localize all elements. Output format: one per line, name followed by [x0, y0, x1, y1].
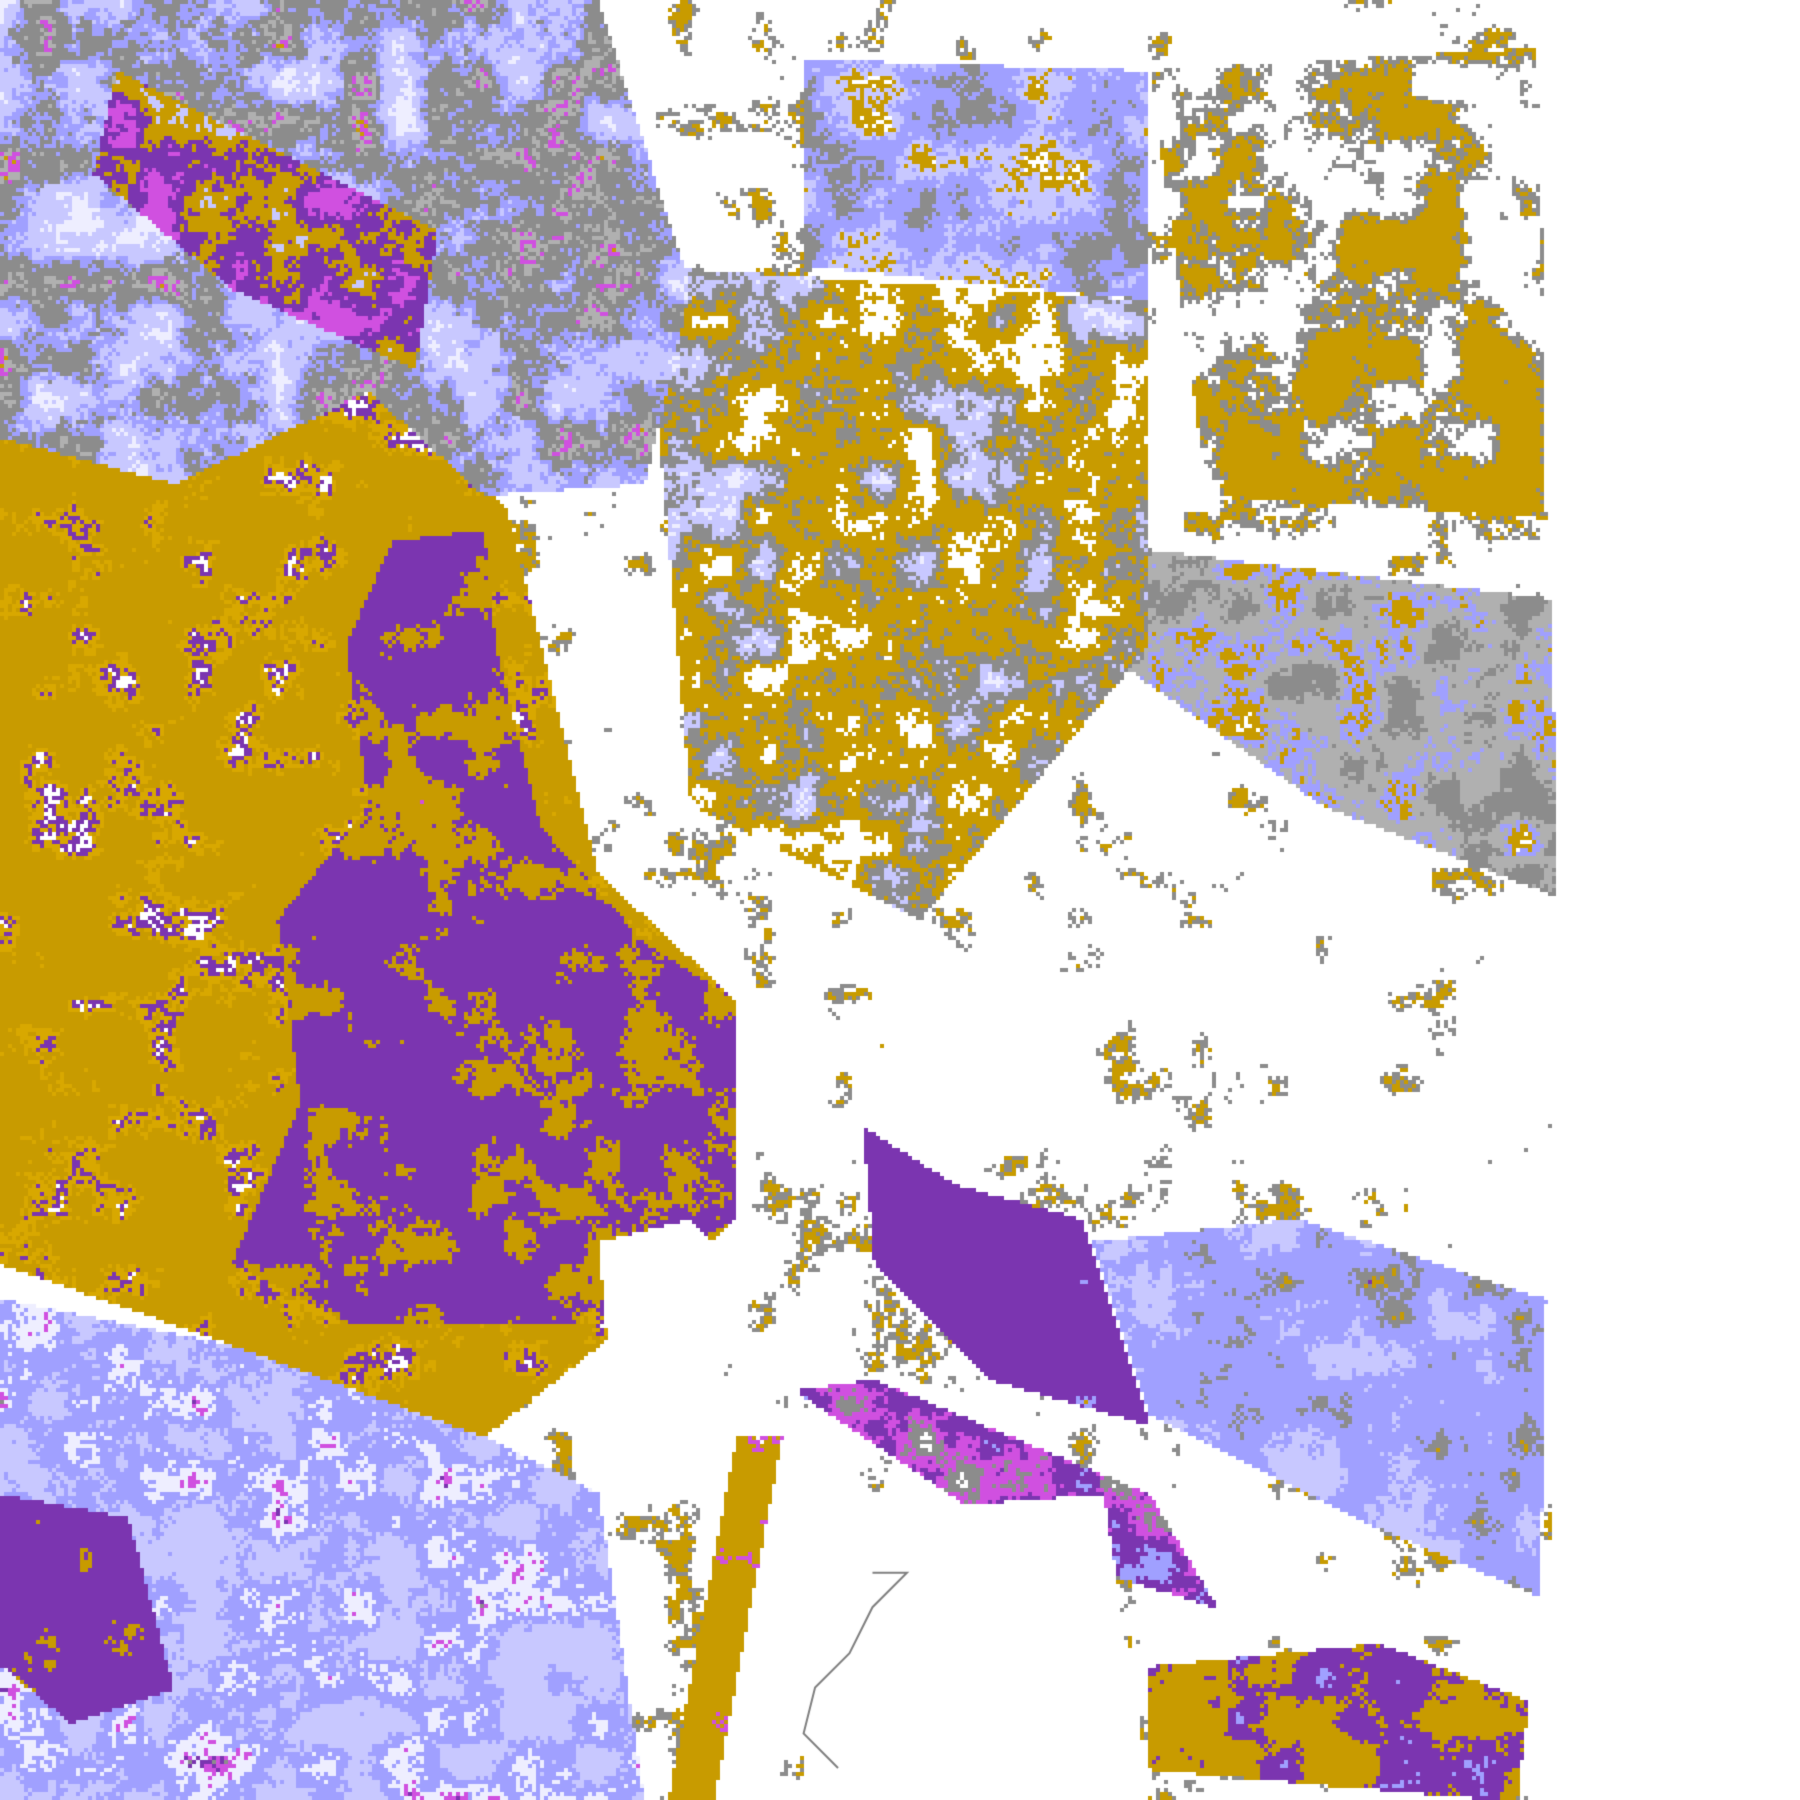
satellite-map — [0, 0, 1800, 1800]
cloud-classification-raster — [0, 0, 1800, 1800]
